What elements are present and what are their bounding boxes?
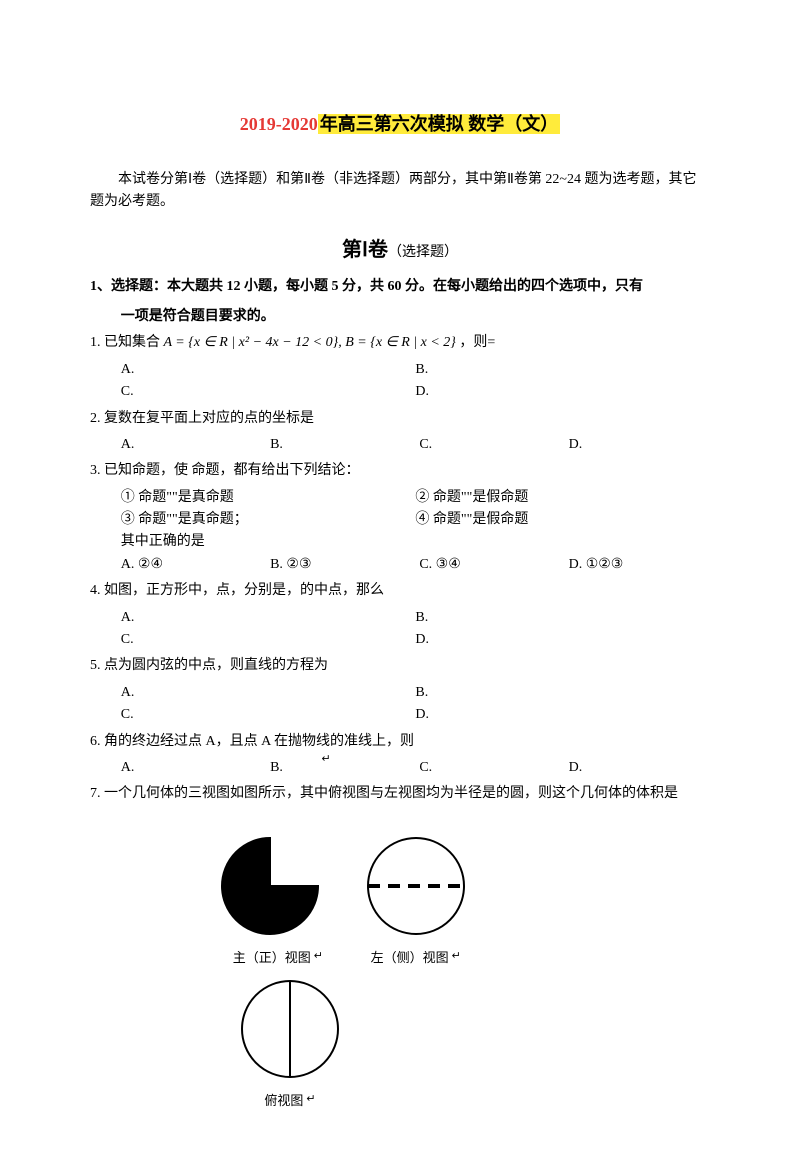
q1-options-row1: A. B.: [121, 359, 710, 381]
question-2: 2. 复数在复平面上对应的点的坐标是: [90, 408, 710, 430]
return-icon: ↵: [306, 1093, 315, 1105]
instruction-line1: 1、选择题：本大题共 12 小题，每小题 5 分，共 60 分。在每小题给出的四…: [90, 276, 710, 298]
split-circle-icon: [240, 979, 340, 1079]
q1-formula: A = {x ∈ R | x² − 4x − 12 < 0}, B = {x ∈…: [164, 335, 456, 350]
intro-paragraph: 本试卷分第Ⅰ卷（选择题）和第Ⅱ卷（非选择题）两部分，其中第Ⅱ卷第 22~24 题…: [90, 169, 710, 214]
q5-option-d: D.: [415, 704, 710, 726]
return-icon: ↵: [314, 950, 323, 962]
question-7: 7. 一个几何体的三视图如图所示，其中俯视图与左视图均为半径是的圆，则这个几何体…: [90, 783, 710, 805]
q3-item-2: ② 命题""是假命题: [415, 487, 710, 509]
q6-option-c: C.: [419, 757, 560, 779]
figures-block: ↵ 主（正）视图↵ 左（侧）视图↵: [220, 836, 710, 1112]
q2-option-d: D.: [569, 434, 710, 456]
q1-option-d: D.: [415, 381, 710, 403]
q5-option-b: B.: [415, 682, 710, 704]
question-3: 3. 已知命题，使 命题，都有给出下列结论：: [90, 460, 710, 482]
q3-item-3: ③ 命题""是真命题；: [121, 509, 416, 531]
q1-option-c: C.: [121, 381, 416, 403]
q2-options: A. B. C. D.: [121, 434, 710, 456]
q3-option-c: C. ③④: [419, 554, 560, 576]
q2-option-a: A.: [121, 434, 262, 456]
section-title: 第Ⅰ卷: [342, 239, 388, 261]
q3-options: A. ②④ B. ②③ C. ③④ D. ①②③: [121, 554, 710, 576]
q2-option-b: B.: [270, 434, 411, 456]
q2-option-c: C.: [419, 434, 560, 456]
q3-option-d: D. ①②③: [569, 554, 710, 576]
q3-correct-label: 其中正确的是: [121, 531, 710, 553]
q4-option-d: D.: [415, 629, 710, 651]
return-icon: ↵: [322, 753, 331, 765]
q6-option-a: A.: [121, 757, 262, 779]
q3-option-a: A. ②④: [121, 554, 262, 576]
section-heading: 第Ⅰ卷（选择题）: [90, 234, 710, 266]
q5-options-row2: C. D.: [121, 704, 710, 726]
title-highlighted: 年高三第六次模拟 数学（文）: [318, 114, 561, 134]
instruction-line2: 一项是符合题目要求的。: [121, 306, 710, 328]
dashed-circle-icon: [366, 836, 466, 936]
front-view-label: 主（正）视图↵: [220, 948, 336, 969]
q3-subitems: ① 命题""是真命题 ② 命题""是假命题 ③ 命题""是真命题； ④ 命题""…: [121, 487, 710, 554]
q3-option-b: B. ②③: [270, 554, 411, 576]
figure-front-view: ↵ 主（正）视图↵: [220, 836, 336, 969]
side-view-label: 左（侧）视图↵: [366, 948, 466, 969]
q1-stem-suffix: ，则=: [456, 335, 495, 350]
q5-option-a: A.: [121, 682, 416, 704]
q1-stem-prefix: 1. 已知集合: [90, 335, 164, 350]
q4-options-row2: C. D.: [121, 629, 710, 651]
question-5: 5. 点为圆内弦的中点，则直线的方程为: [90, 655, 710, 677]
q5-options-row1: A. B.: [121, 682, 710, 704]
figure-side-view: 左（侧）视图↵: [366, 836, 466, 969]
q6-options: A. B. C. D.: [121, 757, 710, 779]
title-year: 2019-2020: [240, 114, 318, 134]
q1-options-row2: C. D.: [121, 381, 710, 403]
q4-option-b: B.: [415, 607, 710, 629]
figure-top-view: 俯视图↵: [240, 979, 340, 1112]
return-icon: ↵: [452, 950, 461, 962]
section-subtitle: （选择题）: [388, 245, 458, 260]
page: 2019-2020年高三第六次模拟 数学（文） 本试卷分第Ⅰ卷（选择题）和第Ⅱ卷…: [0, 0, 800, 1162]
question-6: 6. 角的终边经过点 A，且点 A 在抛物线的准线上，则: [90, 731, 710, 753]
q6-option-b: B.: [270, 757, 411, 779]
top-view-label: 俯视图↵: [240, 1091, 340, 1112]
q1-option-a: A.: [121, 359, 416, 381]
q4-option-a: A.: [121, 607, 416, 629]
pacman-icon: [220, 836, 320, 936]
q6-option-d: D.: [569, 757, 710, 779]
question-4: 4. 如图，正方形中，点，分别是，的中点，那么: [90, 580, 710, 602]
q3-item-4: ④ 命题""是假命题: [415, 509, 710, 531]
q1-option-b: B.: [415, 359, 710, 381]
q3-item-1: ① 命题""是真命题: [121, 487, 416, 509]
question-1: 1. 已知集合 A = {x ∈ R | x² − 4x − 12 < 0}, …: [90, 332, 710, 354]
q4-options-row1: A. B.: [121, 607, 710, 629]
q4-option-c: C.: [121, 629, 416, 651]
document-title: 2019-2020年高三第六次模拟 数学（文）: [90, 110, 710, 139]
q5-option-c: C.: [121, 704, 416, 726]
